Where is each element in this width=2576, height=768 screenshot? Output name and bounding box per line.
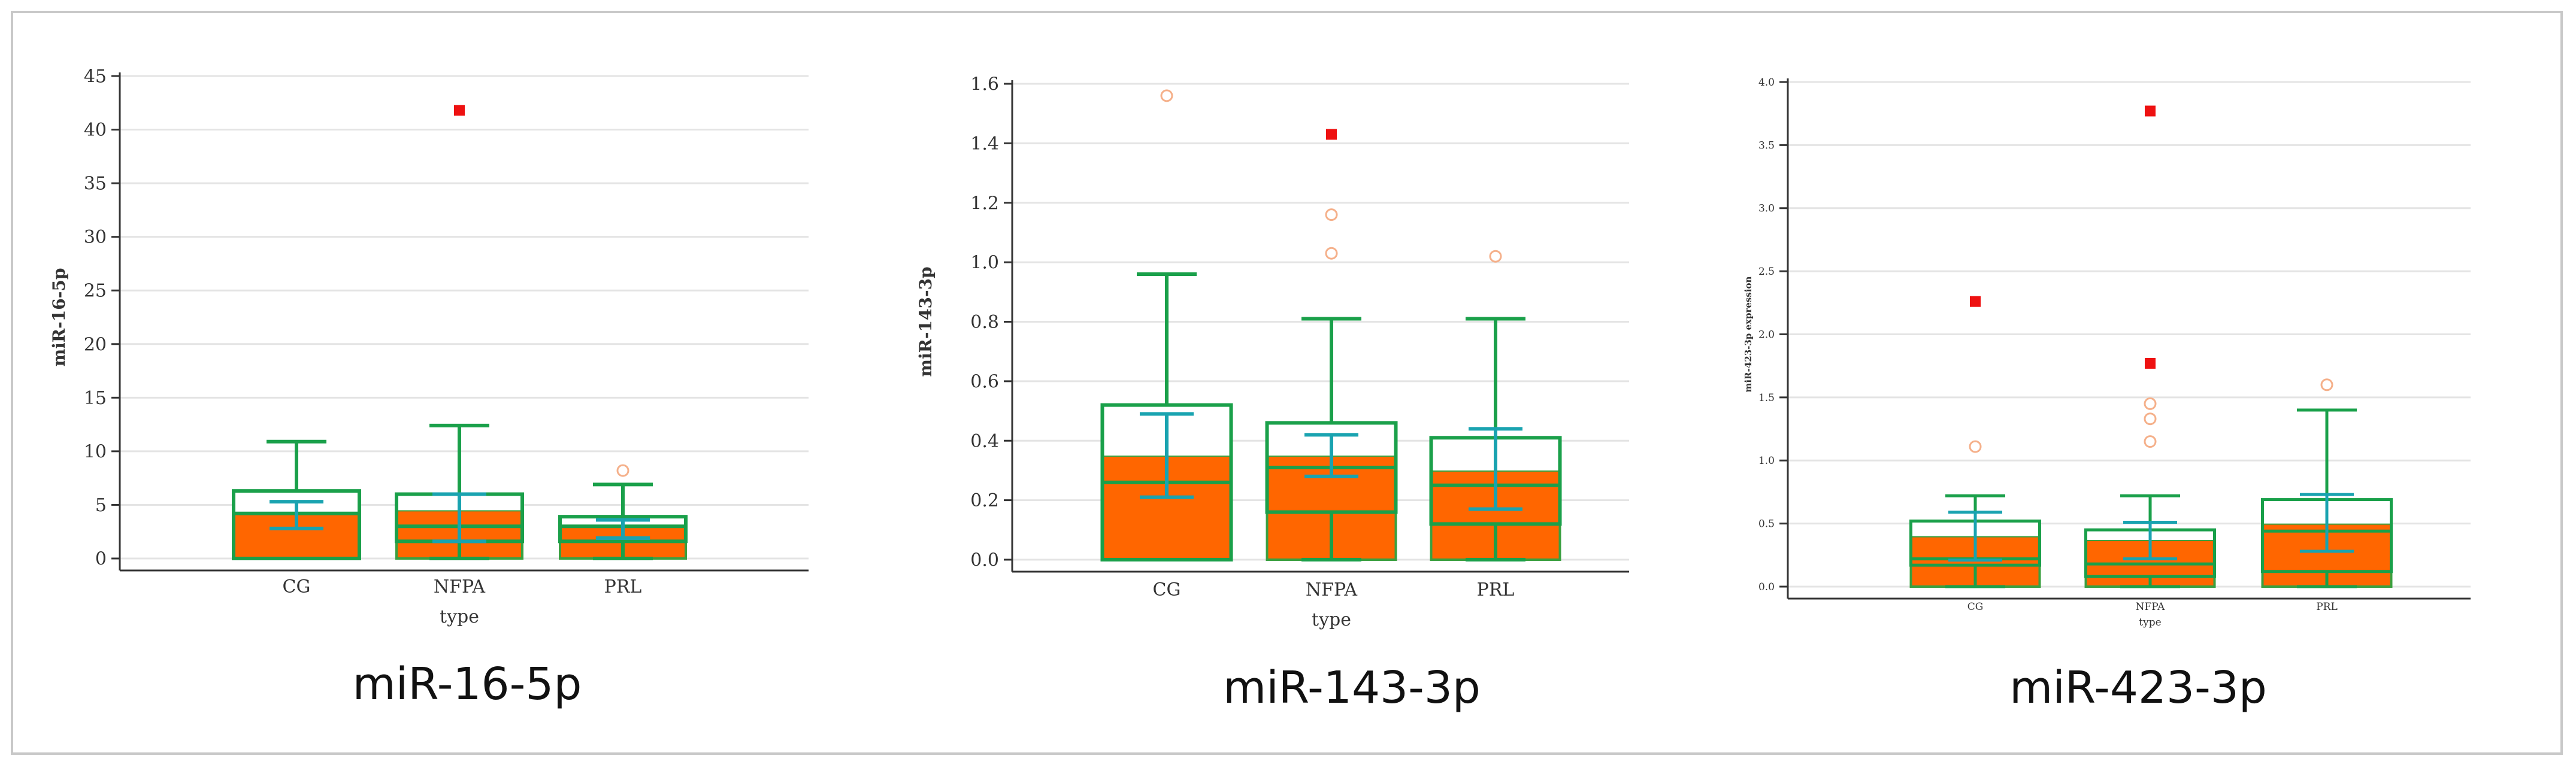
outlier-point (2144, 435, 2157, 448)
y-tick-label: 0.4 (970, 431, 999, 452)
x-tick-label: NFPA (434, 576, 485, 597)
y-tick-label: 1.5 (1758, 392, 1775, 404)
caption-mir-423-3p: miR-423-3p (2009, 662, 2267, 714)
x-tick-label: CG (1153, 579, 1181, 600)
y-axis-label: miR-16-5p (49, 268, 69, 367)
box-prl: PRL (558, 464, 688, 597)
y-tick-label: 20 (84, 334, 107, 355)
y-tick-label: 5 (95, 495, 107, 516)
y-tick-label: 25 (84, 281, 107, 302)
box-prl: PRL (1429, 250, 1562, 600)
y-tick-label: 2.5 (1758, 266, 1775, 278)
box-nfpa: NFPA (395, 105, 524, 597)
y-tick-label: 1.0 (970, 253, 999, 274)
x-tick-label: PRL (2316, 601, 2338, 613)
outlier-point (1489, 250, 1502, 263)
box-prl: PRL (2261, 378, 2393, 613)
far-outlier-point (2145, 357, 2156, 369)
y-tick-label: 1.4 (970, 133, 999, 154)
outlier-point (2144, 412, 2157, 426)
box-nfpa: NFPA (2084, 105, 2216, 613)
y-tick-label: 1.6 (970, 74, 999, 95)
y-tick-label: 45 (84, 66, 107, 87)
box-cg: CG (1100, 89, 1233, 600)
boxplot-3-panel-1: 0 5 10 15 20 25 30 35 40 45 miR-16-5p type CG NFPA PRL (49, 66, 809, 627)
y-tick-label: 4.0 (1758, 77, 1775, 89)
x-tick-label: NFPA (2136, 601, 2166, 613)
far-outlier-point (454, 105, 465, 116)
y-tick-label: 0.2 (970, 490, 999, 511)
outlier-point (1325, 247, 1338, 260)
figure-frame (11, 11, 2563, 755)
x-tick-label: CG (283, 576, 311, 597)
y-tick-label: 0.5 (1758, 518, 1775, 530)
y-tick-label: 2.0 (1758, 329, 1775, 341)
y-tick-label: 30 (84, 227, 107, 248)
y-tick-label: 40 (84, 120, 107, 141)
x-tick-label: PRL (1477, 579, 1515, 600)
boxplot-3-panel-2: 0.0 0.2 0.4 0.6 0.8 1.0 1.2 1.4 1.6 miR-143-3p typ… (916, 74, 1629, 630)
y-tick-label: 0.8 (970, 312, 999, 333)
outlier-point (1325, 208, 1338, 221)
x-tick-label: PRL (604, 576, 642, 597)
far-outlier-point (1326, 129, 1337, 140)
outlier-point (2144, 397, 2157, 410)
y-tick-label: 3.5 (1758, 139, 1775, 151)
box-cg: CG (232, 439, 361, 597)
y-tick-label: 1.0 (1758, 455, 1775, 467)
far-outlier-point (2145, 105, 2156, 117)
x-axis-label: type (440, 606, 479, 627)
outlier-point (1160, 89, 1173, 102)
caption-mir-143-3p: miR-143-3p (1223, 662, 1481, 714)
y-tick-label: 0.0 (970, 550, 999, 571)
x-tick-label: NFPA (1306, 579, 1357, 600)
outlier-point (2320, 378, 2333, 391)
y-tick-label: 3.0 (1758, 203, 1775, 215)
y-tick-label: 1.2 (970, 193, 999, 214)
caption-mir-16-5p: miR-16-5p (352, 658, 582, 710)
x-tick-label: CG (1967, 601, 1984, 613)
outlier-point (1969, 440, 1982, 453)
y-axis-label: miR-143-3p (916, 266, 936, 377)
y-axis-label: miR-423-3p expression (1743, 276, 1754, 392)
box-cg: CG (1909, 296, 2041, 613)
outlier-point (616, 464, 629, 477)
far-outlier-point (1970, 296, 1981, 307)
y-tick-label: 15 (84, 388, 107, 409)
y-tick-label: 0.6 (970, 371, 999, 392)
x-axis-label: type (1312, 609, 1351, 630)
y-tick-label: 35 (84, 174, 107, 195)
box-nfpa: NFPA (1265, 129, 1398, 600)
y-tick-label: 0 (95, 549, 107, 570)
boxplot-3-panel-3: 0.0 0.5 1.0 1.5 2.0 2.5 3.0 3.5 4.0 miR-423-3p ex… (1743, 77, 2471, 629)
y-tick-label: 10 (84, 441, 107, 462)
x-axis-label: type (2139, 617, 2161, 629)
y-tick-label: 0.0 (1758, 581, 1775, 593)
